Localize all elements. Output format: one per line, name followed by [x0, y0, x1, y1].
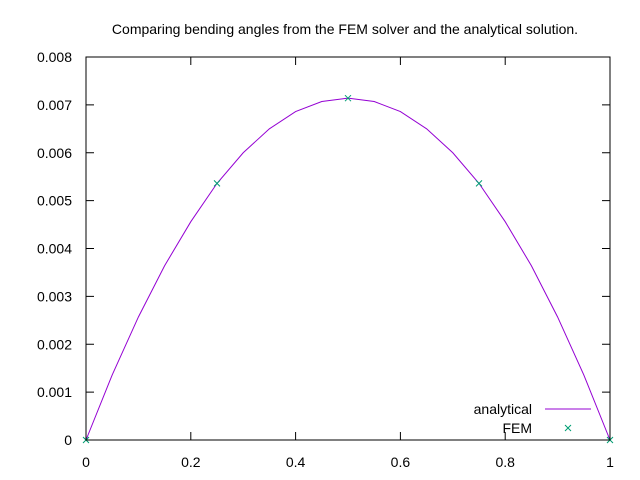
y-tick-label: 0.006	[37, 145, 72, 161]
x-tick-label: 0.6	[391, 454, 411, 470]
y-tick-label: 0.005	[37, 193, 72, 209]
analytical-series-line	[85, 97, 611, 441]
legend-label: FEM	[502, 420, 532, 436]
fem-point-marker	[344, 94, 352, 102]
x-tick-label: 0.8	[495, 454, 515, 470]
fem-point-marker	[475, 180, 483, 187]
y-tick-label: 0.003	[37, 288, 72, 304]
y-tick-label: 0.007	[37, 97, 72, 113]
y-tick-label: 0.002	[37, 336, 72, 352]
y-tick-label: 0.008	[37, 49, 72, 65]
y-tick-label: 0	[64, 432, 72, 448]
x-tick-label: 0	[82, 454, 90, 470]
legend-label: analytical	[474, 401, 532, 417]
series-layer	[82, 94, 614, 444]
x-tick-label: 0.4	[286, 454, 306, 470]
y-tick-label: 0.004	[37, 241, 72, 257]
y-tick-label: 0.001	[37, 384, 72, 400]
x-tick-label: 0.2	[181, 454, 201, 470]
axis-ticks: 0 0.001 0.002 0.003 0.004 0.005 0.006 0.007 0.00…	[37, 49, 614, 470]
chart-title: Comparing bending angles from the FEM so…	[112, 21, 578, 37]
legend-marker-swatch	[564, 424, 572, 432]
fem-point-marker	[213, 180, 221, 187]
plot-frame	[85, 56, 611, 441]
legend: analytical FEM	[474, 401, 591, 436]
x-tick-label: 1	[606, 454, 614, 470]
